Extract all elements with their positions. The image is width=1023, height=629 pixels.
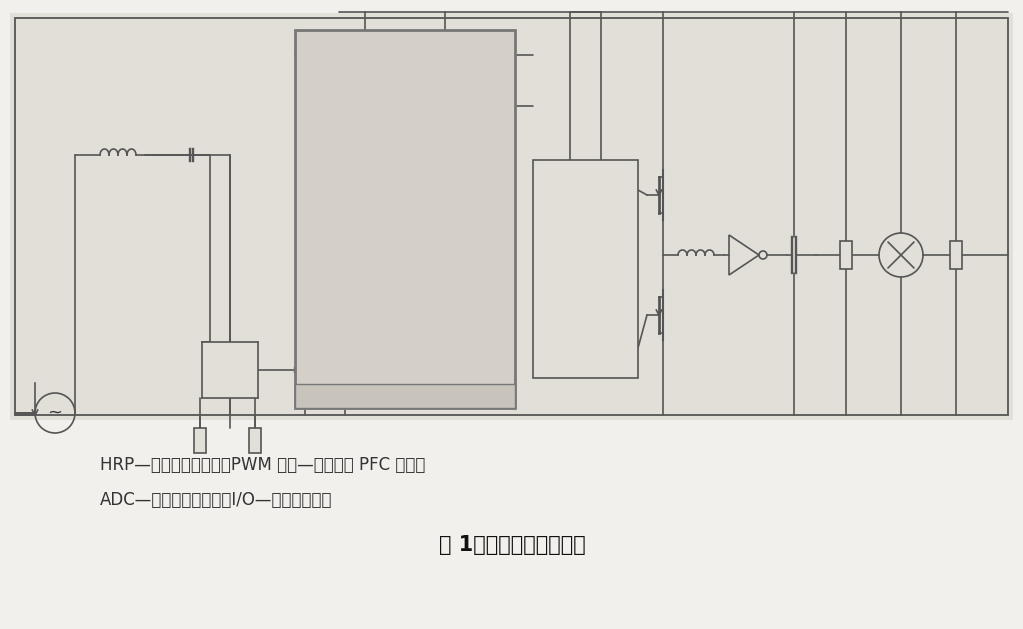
Bar [295, 30, 515, 408]
Text: PFC
PWM: PFC PWM [338, 108, 363, 130]
Text: OpAmp/
ACMP: OpAmp/ ACMP [439, 348, 481, 369]
Text: I/O: I/O [343, 350, 357, 360]
Bar [249, 428, 261, 452]
Text: LVI: LVI [343, 172, 357, 182]
Bar [950, 241, 962, 269]
Text: RAM: RAM [449, 202, 472, 212]
Text: Half
Bridge
Driver: Half Bridge Driver [565, 247, 606, 291]
Text: KBI: KBI [342, 231, 358, 242]
Bar [533, 160, 638, 378]
Text: MC68HC908LB8: MC68HC908LB8 [360, 391, 450, 401]
Text: ADC: ADC [339, 55, 361, 65]
Text: ~: ~ [47, 404, 62, 422]
Text: Timer: Timer [445, 253, 475, 262]
Bar [15, 18, 1008, 415]
Bar [10, 13, 1013, 420]
Text: ADC—电压和电流测量；I/O—零交越检测。: ADC—电压和电流测量；I/O—零交越检测。 [100, 491, 332, 509]
Text: HRP—精确的半桥控制；PWM 模块—推挽拓扑 PFC 控制；: HRP—精确的半桥控制；PWM 模块—推挽拓扑 PFC 控制； [100, 456, 426, 474]
Text: HRP: HRP [449, 50, 471, 60]
Text: 图 1　电子照镇流器框图: 图 1 电子照镇流器框图 [439, 535, 585, 555]
Text: CPU08: CPU08 [443, 101, 477, 111]
Text: Clock: Clock [446, 303, 475, 313]
Text: COP: COP [339, 291, 361, 301]
Text: Flash: Flash [446, 152, 474, 162]
Bar [194, 428, 206, 452]
Bar [202, 342, 258, 398]
Bar [295, 384, 515, 408]
Bar [840, 241, 852, 269]
